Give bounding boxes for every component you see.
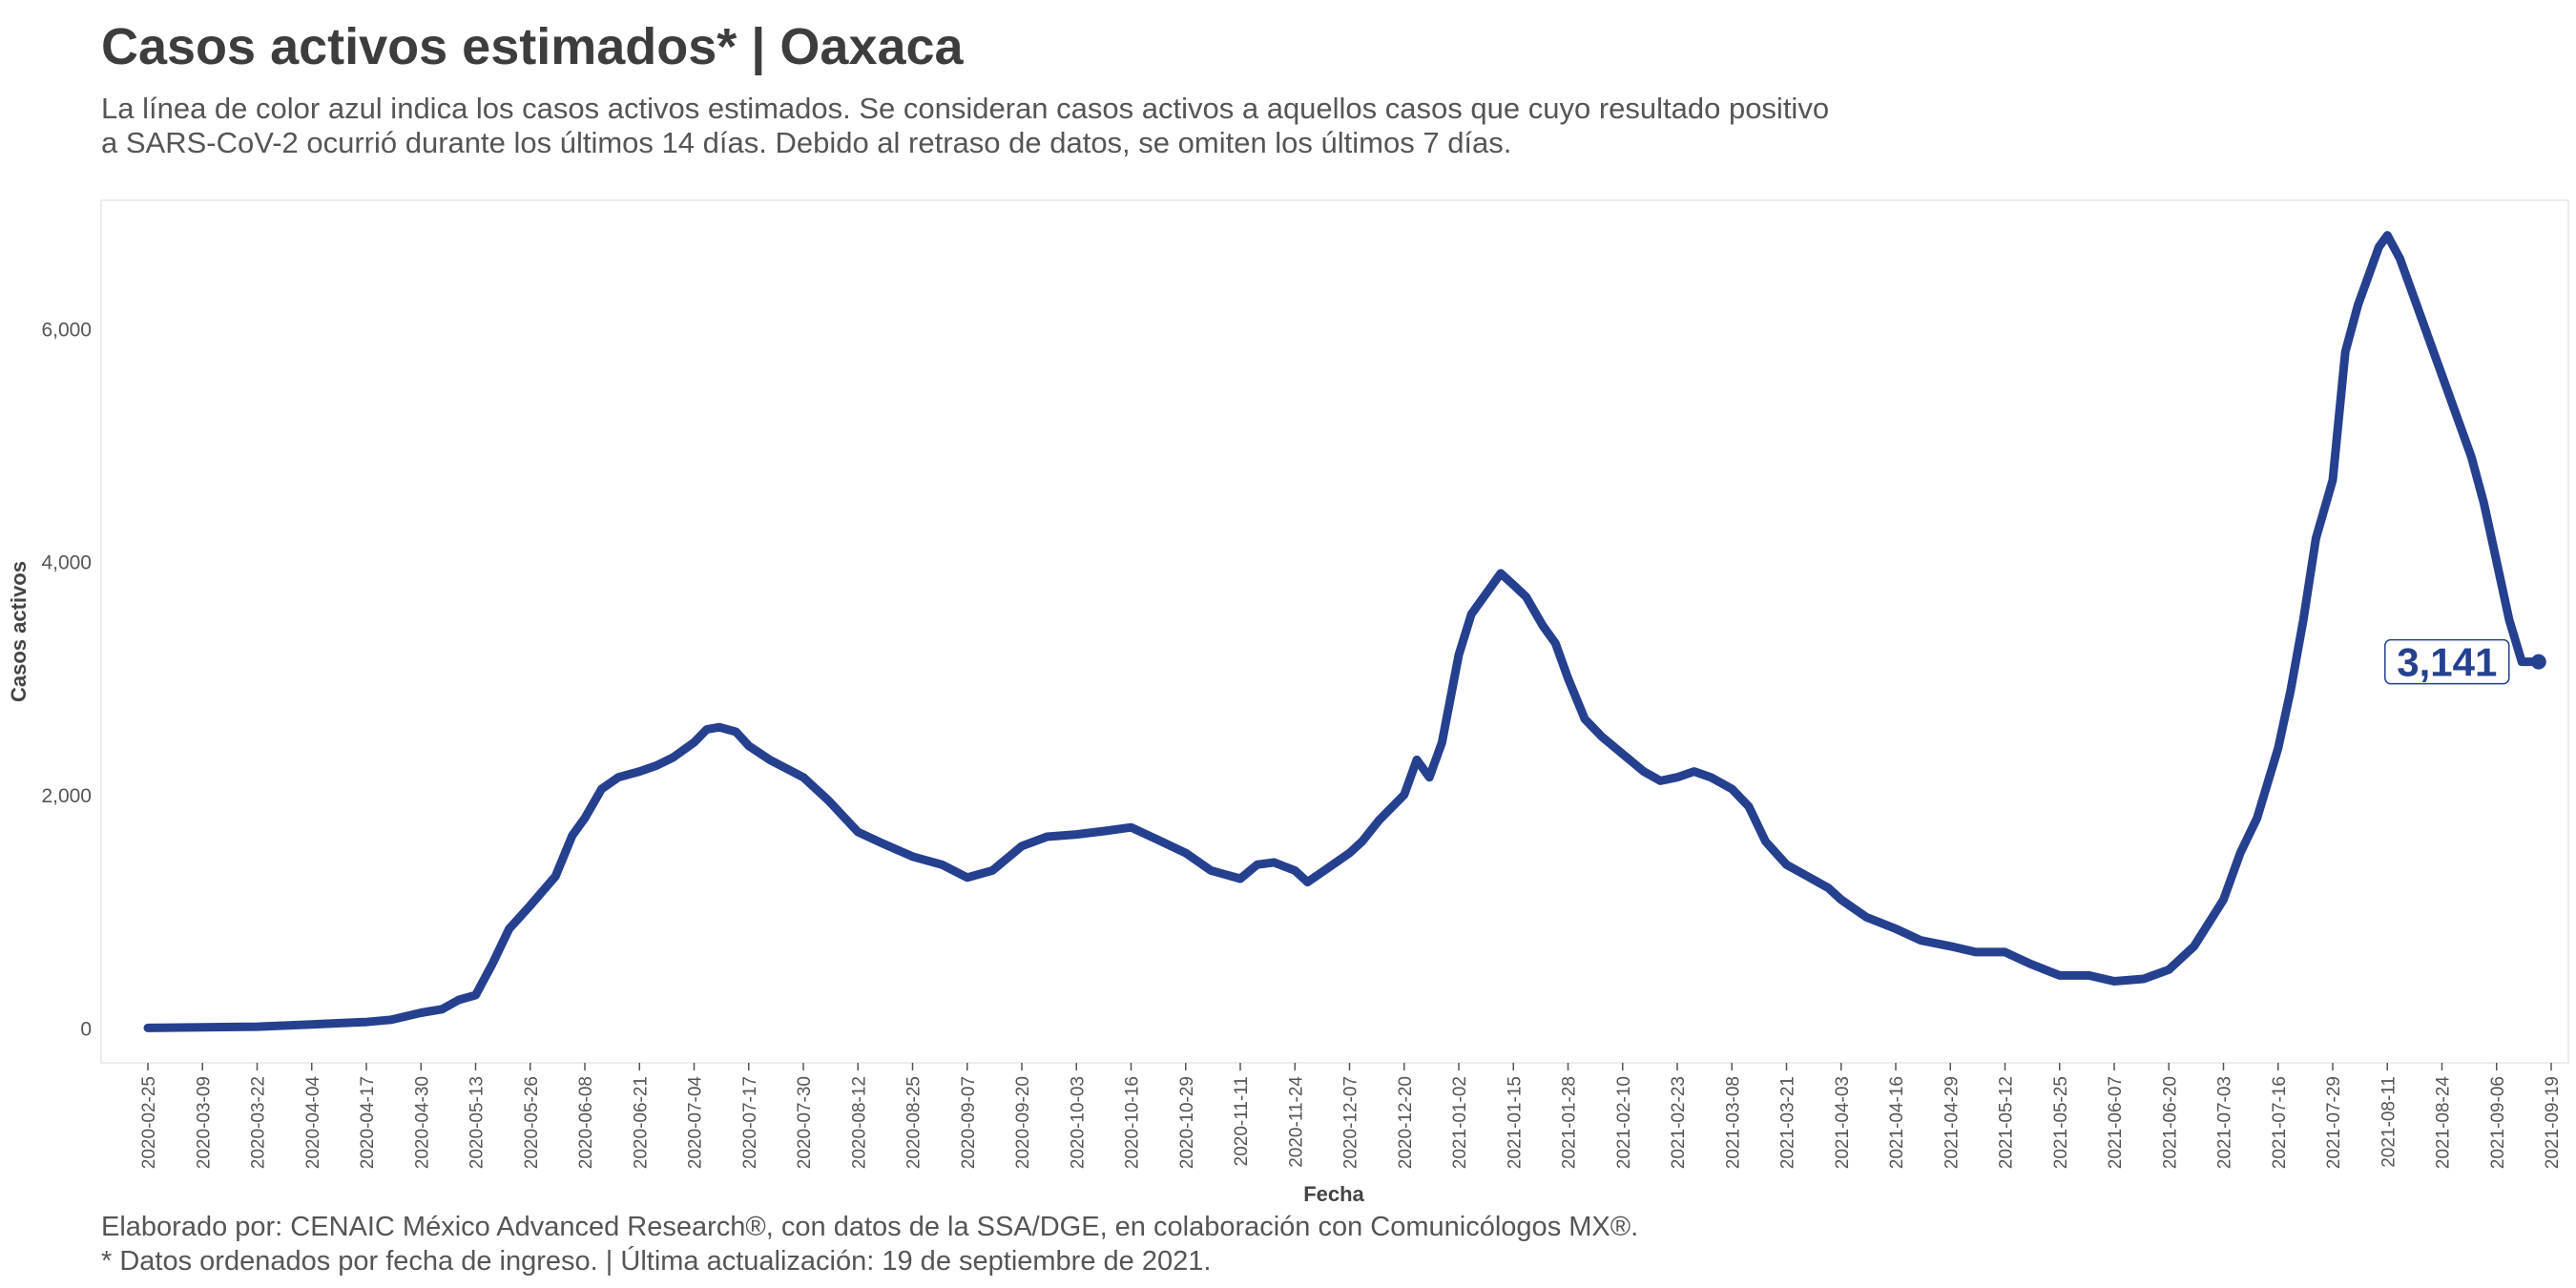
x-tick-label: 2020-04-30: [412, 1076, 432, 1169]
chart-caption: Elaborado por: CENAIC México Advanced Re…: [101, 1210, 1638, 1278]
x-tick-label: 2021-04-16: [1887, 1076, 1907, 1169]
series-line-casos-activos: [143, 231, 2544, 1032]
x-tick-label: 2021-08-11: [2379, 1076, 2399, 1168]
plot-panel: [100, 199, 2569, 1064]
x-tick-label: 2021-05-25: [2051, 1076, 2071, 1169]
x-tick-label: 2020-05-13: [467, 1076, 488, 1169]
y-axis-title: Casos activos: [7, 561, 31, 702]
x-tick-label: 2021-07-03: [2215, 1076, 2235, 1169]
x-tick-label: 2021-08-24: [2434, 1076, 2454, 1170]
end-value-label-text: 3,141: [2397, 640, 2497, 685]
x-tick-label: 2021-06-07: [2106, 1076, 2126, 1169]
x-tick-label: 2020-12-07: [1341, 1076, 1361, 1169]
x-tick-label: 2021-01-15: [1505, 1076, 1525, 1169]
caption-line-2: * Datos ordenados por fecha de ingreso. …: [101, 1246, 1212, 1277]
x-tick-label: 2021-02-23: [1669, 1076, 1689, 1169]
x-tick-label: 2021-03-21: [1778, 1076, 1798, 1169]
chart-title: Casos activos estimados* | Oaxaca: [101, 18, 964, 75]
x-axis-title: Fecha: [1303, 1182, 1364, 1206]
subtitle-line-2: a SARS-CoV-2 ocurrió durante los últimos…: [101, 126, 1512, 159]
x-tick-label: 2020-11-11: [1232, 1076, 1252, 1166]
x-tick-label: 2020-04-17: [358, 1076, 378, 1169]
y-tick-label: 0: [80, 1018, 92, 1040]
x-tick-label: 2020-09-20: [1013, 1076, 1033, 1169]
y-tick-label: 6,000: [41, 319, 92, 341]
y-tick-label: 2,000: [41, 785, 92, 807]
x-tick-label: 2020-06-21: [631, 1076, 651, 1169]
series-end-point: [2530, 654, 2546, 670]
x-tick-label: 2020-09-07: [959, 1076, 979, 1169]
x-tick-label: 2021-01-28: [1560, 1076, 1580, 1169]
y-tick-label: 4,000: [41, 552, 92, 574]
end-value-label-box: [2384, 638, 2510, 685]
x-tick-label: 2020-07-17: [740, 1076, 760, 1169]
x-tick-label: 2021-09-19: [2543, 1076, 2563, 1169]
x-tick-label: 2020-10-16: [1123, 1076, 1143, 1169]
y-axis-ticks: 0 2,000 4,000 6,000: [41, 319, 92, 1040]
x-tick-label: 2020-08-12: [849, 1076, 869, 1169]
x-tick-label: 2021-07-16: [2270, 1076, 2290, 1169]
x-tick-label: 2021-02-10: [1614, 1076, 1634, 1169]
x-tick-label: 2021-04-03: [1833, 1076, 1853, 1169]
x-tick-label: 2021-07-29: [2324, 1076, 2344, 1169]
subtitle-line-1: La línea de color azul indica los casos …: [101, 92, 1830, 125]
x-tick-label: 2021-05-12: [1997, 1076, 2017, 1169]
x-tick-label: 2020-07-30: [795, 1076, 815, 1169]
x-tick-label: 2021-04-29: [1942, 1076, 1962, 1169]
x-axis-ticks: 2020-02-25 2020-03-09 2020-03-22 2020-04-04…: [139, 1063, 2563, 1169]
x-tick-label: 2020-12-20: [1396, 1076, 1416, 1169]
x-tick-label: 2020-03-09: [194, 1076, 214, 1169]
x-tick-label: 2020-11-24: [1286, 1076, 1306, 1168]
chart-subtitle: La línea de color azul indica los casos …: [101, 92, 1962, 160]
x-tick-label: 2020-10-29: [1177, 1076, 1197, 1169]
x-tick-label: 2020-04-04: [303, 1076, 323, 1170]
x-tick-label: 2021-06-20: [2160, 1076, 2180, 1169]
x-tick-label: 2020-03-22: [249, 1076, 269, 1169]
caption-line-1: Elaborado por: CENAIC México Advanced Re…: [101, 1212, 1639, 1242]
x-tick-label: 2021-01-02: [1450, 1076, 1470, 1169]
x-tick-label: 2020-06-08: [576, 1076, 596, 1169]
x-tick-label: 2021-09-06: [2488, 1076, 2508, 1169]
x-tick-label: 2020-08-25: [904, 1076, 924, 1169]
x-tick-label: 2020-05-26: [522, 1076, 542, 1169]
x-tick-label: 2020-02-25: [139, 1076, 159, 1169]
x-tick-label: 2020-07-04: [686, 1076, 706, 1170]
x-tick-label: 2021-03-08: [1723, 1076, 1743, 1169]
end-value-label: 3,141: [2384, 638, 2510, 685]
x-tick-label: 2020-10-03: [1068, 1076, 1088, 1169]
